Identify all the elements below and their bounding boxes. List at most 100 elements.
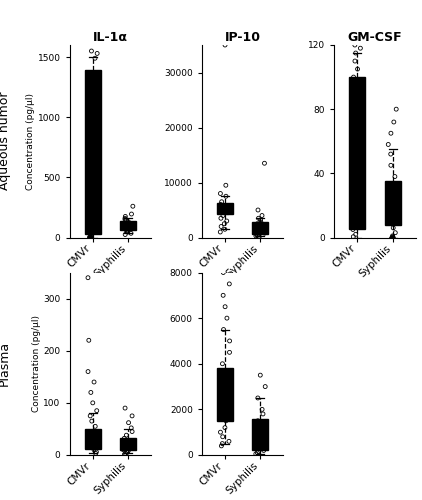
- Point: [257, 216, 264, 224]
- Point: [390, 118, 397, 126]
- Point: [352, 49, 359, 57]
- Point: [87, 428, 93, 436]
- Point: [390, 224, 397, 232]
- Point: [88, 47, 95, 55]
- Point: [226, 206, 233, 214]
- Point: [93, 406, 100, 414]
- Point: [86, 440, 93, 448]
- Point: [385, 204, 392, 212]
- Point: [349, 226, 356, 234]
- Point: [223, 217, 230, 225]
- Point: [261, 227, 268, 235]
- Point: [257, 442, 264, 450]
- Point: [92, 422, 99, 430]
- Point: [226, 438, 233, 446]
- Point: [218, 198, 225, 206]
- Point: [220, 326, 227, 334]
- Point: [125, 418, 132, 426]
- Point: [219, 394, 226, 402]
- Point: [225, 209, 231, 217]
- Title: IP-10: IP-10: [225, 31, 261, 44]
- Point: [359, 105, 365, 113]
- Point: [260, 446, 267, 454]
- Point: [389, 234, 395, 241]
- PathPatch shape: [85, 429, 101, 448]
- Point: [352, 41, 358, 49]
- Point: [220, 292, 227, 300]
- PathPatch shape: [349, 77, 365, 230]
- Point: [226, 337, 233, 345]
- Point: [217, 428, 224, 436]
- Point: [226, 348, 233, 356]
- PathPatch shape: [120, 222, 136, 230]
- Point: [254, 394, 261, 402]
- Point: [86, 150, 93, 158]
- Point: [393, 188, 400, 196]
- Point: [122, 436, 129, 444]
- Point: [129, 428, 135, 436]
- Point: [91, 446, 97, 454]
- Point: [125, 447, 132, 455]
- Point: [389, 232, 396, 240]
- Point: [351, 137, 357, 145]
- Point: [129, 412, 135, 420]
- Point: [123, 222, 130, 230]
- Point: [222, 371, 228, 379]
- Point: [254, 448, 261, 456]
- Point: [86, 162, 93, 170]
- Point: [349, 89, 356, 97]
- Point: [92, 216, 98, 224]
- Point: [356, 202, 363, 209]
- Point: [352, 57, 358, 65]
- Point: [226, 203, 233, 211]
- Point: [217, 406, 224, 413]
- Point: [122, 404, 128, 412]
- Point: [126, 224, 133, 232]
- PathPatch shape: [120, 438, 136, 450]
- Point: [222, 192, 229, 200]
- Point: [122, 214, 128, 222]
- Point: [392, 172, 398, 180]
- Point: [226, 280, 233, 288]
- Point: [123, 226, 130, 234]
- Point: [259, 424, 266, 432]
- Point: [219, 360, 226, 368]
- Point: [217, 228, 224, 236]
- Point: [123, 431, 130, 439]
- Point: [221, 220, 228, 228]
- Point: [90, 131, 97, 139]
- Point: [262, 222, 268, 230]
- Point: [90, 210, 97, 218]
- Point: [87, 412, 94, 420]
- Point: [391, 182, 398, 190]
- Y-axis label: Concentration (pg/µl): Concentration (pg/µl): [26, 93, 35, 190]
- Point: [255, 232, 262, 240]
- Point: [85, 432, 92, 441]
- Point: [350, 73, 357, 81]
- Point: [122, 230, 129, 238]
- Point: [124, 227, 130, 235]
- PathPatch shape: [384, 182, 400, 224]
- Point: [257, 218, 264, 226]
- Point: [220, 268, 227, 276]
- Point: [392, 228, 399, 236]
- Point: [258, 438, 265, 446]
- Point: [256, 428, 262, 436]
- Point: [258, 228, 265, 236]
- Point: [121, 224, 128, 232]
- Title: GM-CSF: GM-CSF: [348, 31, 402, 44]
- Point: [89, 399, 96, 407]
- Point: [254, 232, 261, 239]
- Point: [128, 210, 135, 218]
- Point: [128, 444, 135, 452]
- Point: [255, 214, 262, 222]
- Point: [262, 382, 268, 390]
- Point: [218, 442, 225, 450]
- Point: [349, 154, 356, 162]
- Title: IL-1α: IL-1α: [93, 31, 128, 44]
- Point: [130, 202, 136, 210]
- Point: [124, 448, 131, 456]
- Point: [91, 378, 97, 386]
- Point: [124, 220, 131, 228]
- Point: [92, 450, 99, 458]
